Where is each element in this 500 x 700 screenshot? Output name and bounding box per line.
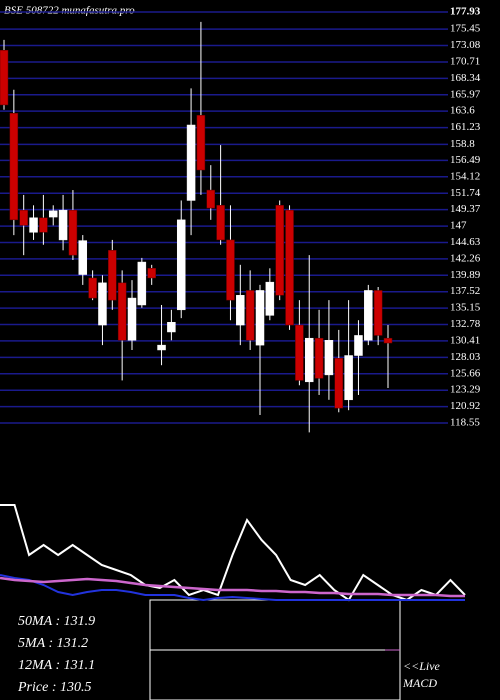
y-tick-label: 168.34: [450, 72, 481, 84]
stat: Price : 130.5: [17, 680, 91, 695]
indicator-line: [0, 576, 465, 598]
candle-body: [285, 209, 294, 326]
candle-body: [167, 322, 176, 333]
macd-label: MACD: [402, 676, 437, 690]
candle-body: [78, 240, 88, 275]
candle-body: [9, 112, 19, 221]
y-tick-label: 173.08: [450, 39, 481, 51]
y-tick-label: 137.52: [450, 285, 480, 297]
y-tick-label: 128.03: [450, 351, 481, 363]
candle-body: [117, 282, 127, 341]
indicator-line: [0, 504, 466, 602]
candle-body: [48, 210, 58, 218]
candle-body: [196, 115, 206, 171]
y-tick-label: 123.29: [450, 384, 481, 396]
y-tick-label: 130.41: [450, 334, 480, 346]
candle-body: [68, 209, 78, 256]
candle-body: [383, 337, 393, 344]
y-tick-label: 175.45: [450, 23, 481, 35]
y-tick-label: 142.26: [450, 252, 481, 264]
stat: 5MA : 131.2: [18, 636, 88, 651]
candle-body: [206, 189, 216, 209]
macd-label: <<Live: [403, 659, 441, 673]
y-tick-label: 149.37: [450, 203, 481, 215]
candle-body: [186, 124, 196, 201]
candle-body: [29, 217, 38, 233]
candle-body: [108, 250, 117, 301]
candle-body: [344, 355, 353, 401]
candle-body: [216, 205, 225, 241]
y-tick-label: 147: [450, 220, 467, 232]
y-tick-label: 132.78: [450, 318, 481, 330]
header-title: BSE 508722 munafasutra.pro: [4, 5, 135, 17]
candle-body: [226, 239, 235, 301]
y-tick-label: 144.63: [450, 236, 481, 248]
stat: 50MA : 131.9: [18, 614, 95, 629]
candle-body: [236, 295, 245, 326]
candle-body: [314, 337, 324, 379]
candle-body: [354, 335, 363, 356]
y-tick-label: 154.12: [450, 170, 480, 182]
candle-body: [39, 217, 48, 233]
y-tick-label: 151.74: [450, 187, 481, 199]
y-tick-label: 165.97: [450, 88, 481, 100]
candle-body: [137, 261, 147, 306]
indicator-line: [0, 574, 465, 602]
candle-body: [373, 290, 383, 336]
candle-body: [176, 219, 186, 311]
candle-body: [98, 282, 107, 326]
candle-body: [147, 268, 156, 279]
y-tick-label: 161.23: [450, 121, 481, 133]
stat: 12MA : 131.1: [18, 658, 95, 673]
candle-body: [324, 340, 334, 376]
candle-body: [255, 290, 265, 346]
candle-body: [0, 50, 9, 106]
y-tick-label: 118.55: [450, 417, 480, 429]
candle-body: [334, 358, 344, 409]
candle-body: [58, 209, 68, 241]
candle-body: [304, 337, 314, 383]
y-tick-label: 163.6: [450, 105, 475, 117]
y-tick-label: 156.49: [450, 154, 481, 166]
candle-body: [275, 205, 284, 296]
y-tick-label: 125.66: [450, 367, 481, 379]
candle-body: [19, 209, 28, 226]
y-tick-label: 139.89: [450, 269, 481, 281]
candle-body: [265, 281, 275, 316]
y-tick-label: 158.8: [450, 138, 475, 150]
candle-body: [157, 344, 166, 351]
y-tick-label: 177.93: [450, 6, 481, 18]
candle-body: [364, 290, 373, 341]
candle-body: [127, 297, 137, 341]
candle-body: [295, 324, 304, 381]
y-tick-label: 120.92: [450, 400, 480, 412]
y-tick-label: 135.15: [450, 302, 481, 314]
candle-body: [88, 277, 97, 299]
candle-body: [245, 290, 255, 341]
y-tick-label: 170.71: [450, 55, 480, 67]
